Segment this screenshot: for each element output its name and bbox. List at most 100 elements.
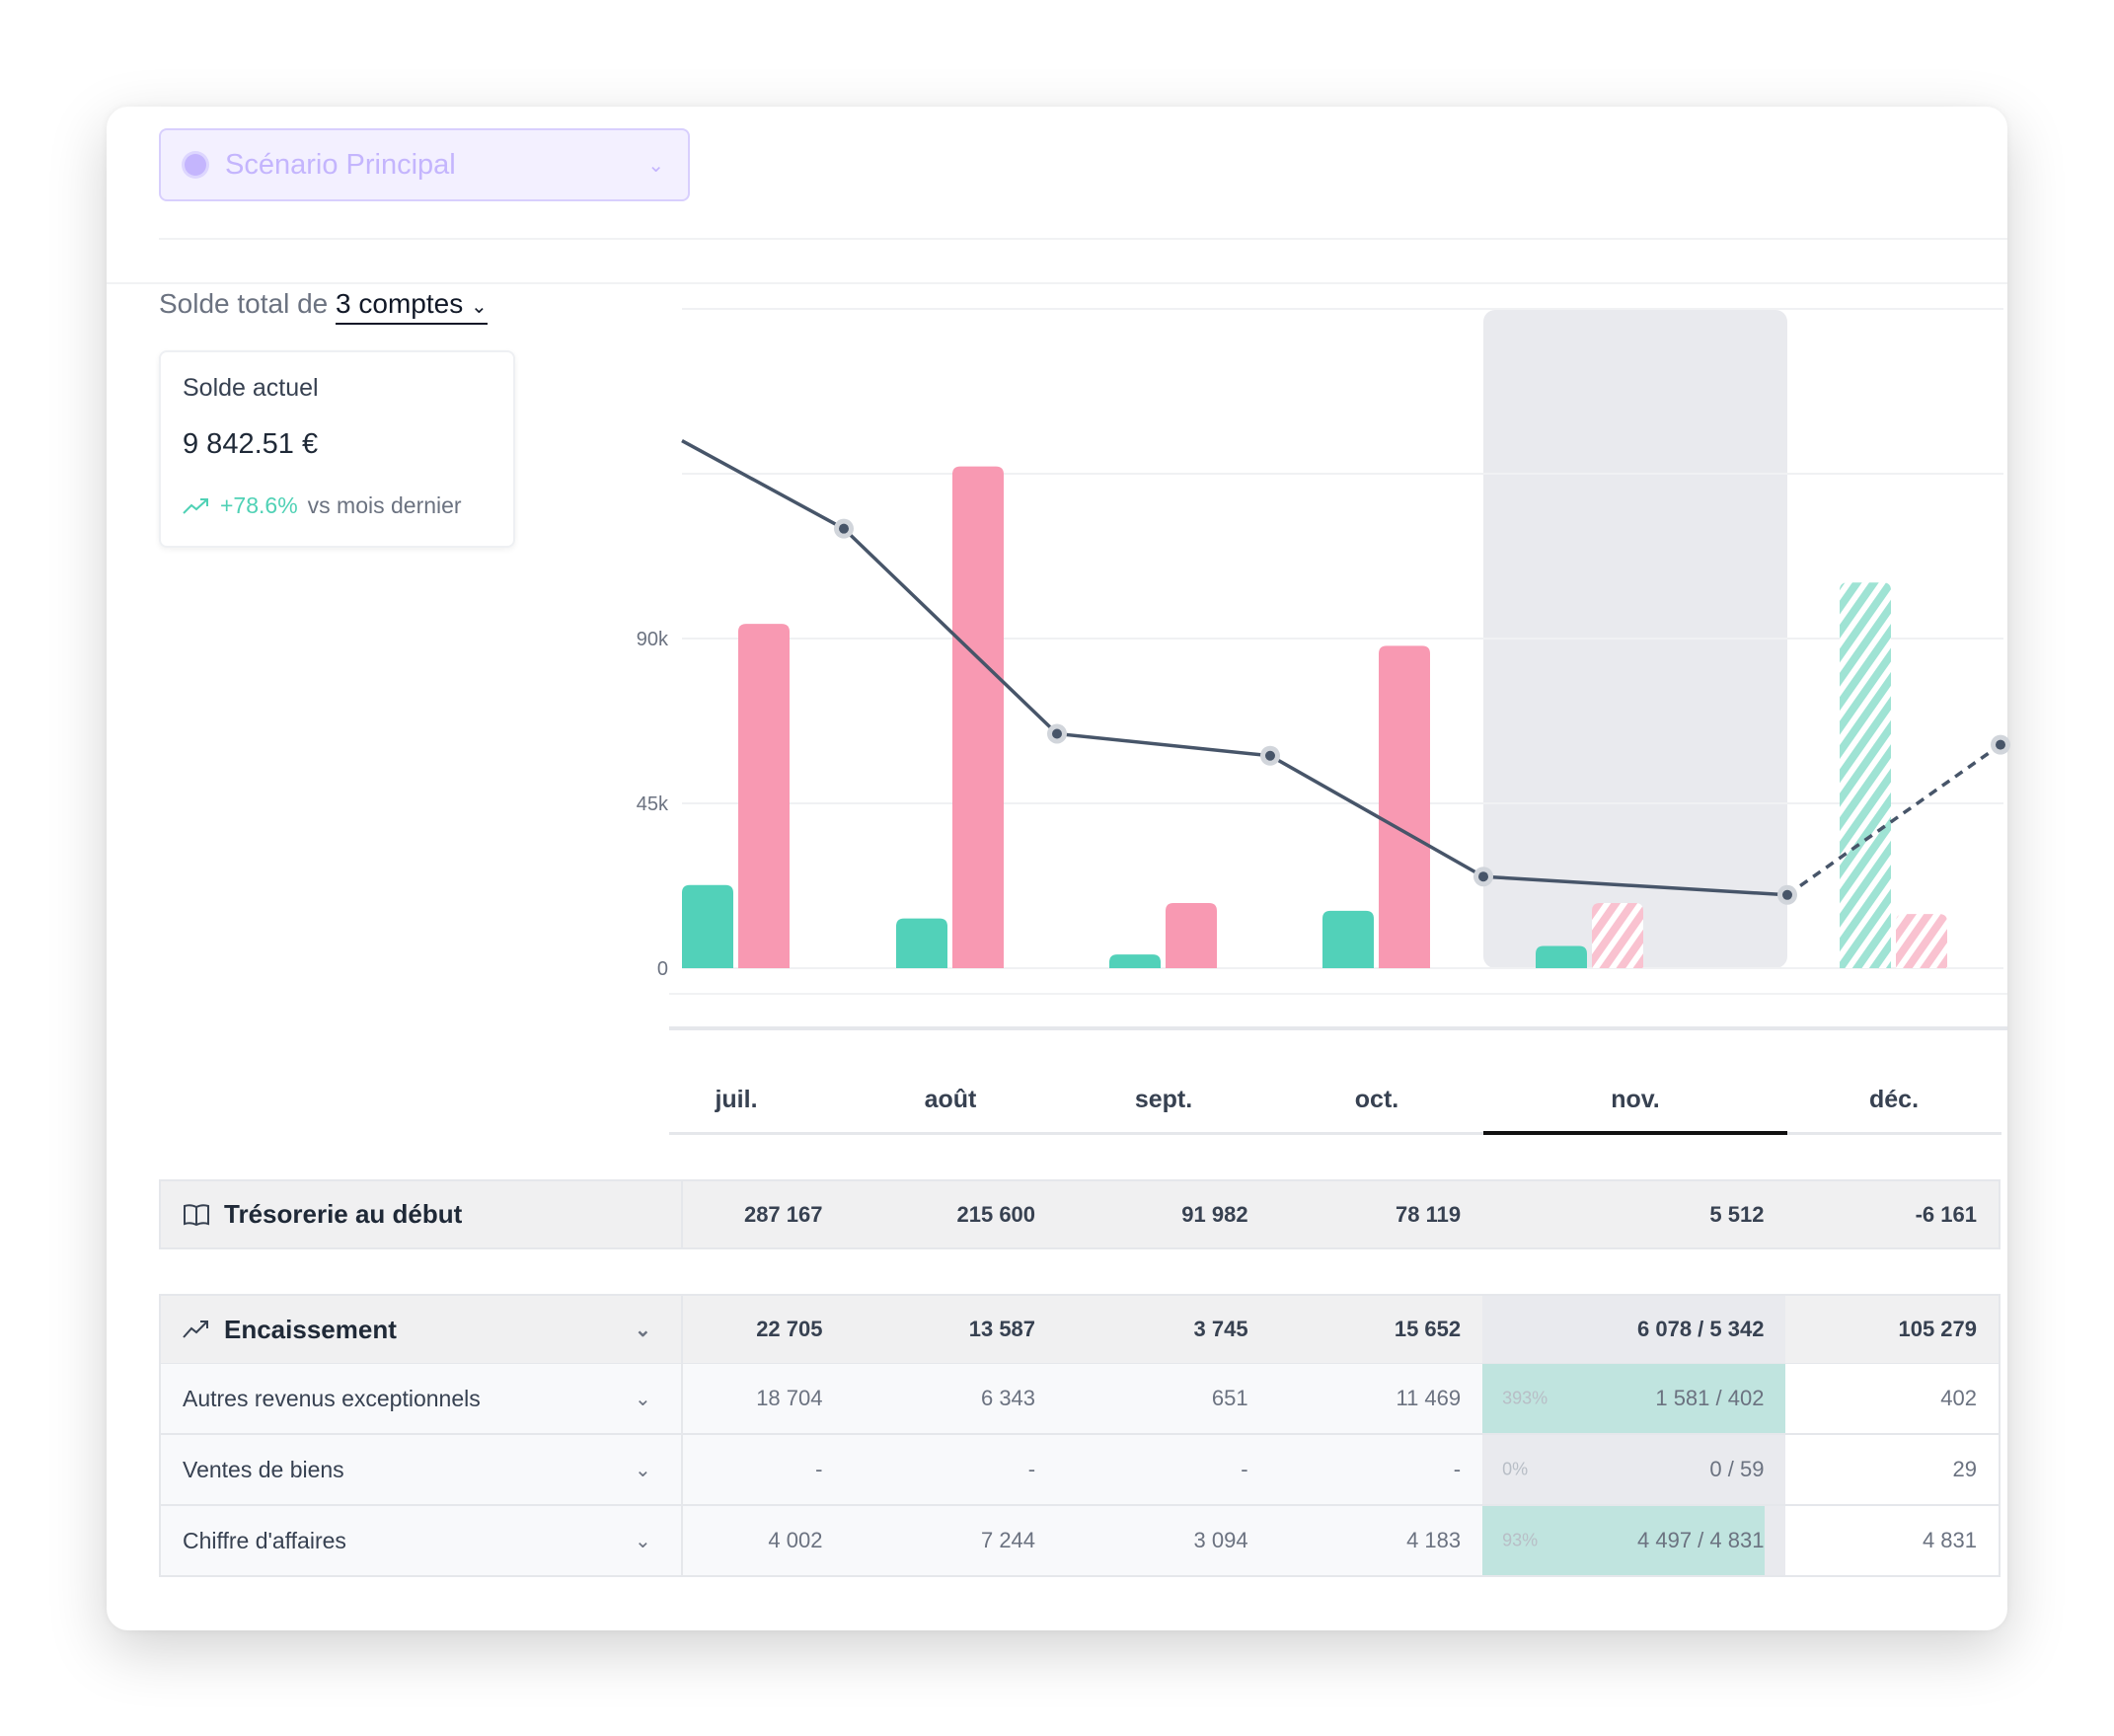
progress-fill [1482,1364,1786,1433]
current-balance-card: Solde actuel 9 842.51 € +78.6% vs mois d… [159,350,515,548]
chevron-down-icon: ⌄ [470,296,488,318]
expense-bar[interactable] [738,624,790,968]
balance-point [1265,750,1275,761]
cell-value: - [815,1457,823,1481]
cell-value: 78 119 [1396,1201,1462,1227]
y-tick-label: 0 [657,958,668,980]
cell-value: 4 002 [768,1528,823,1552]
cell-value: 11 469 [1396,1386,1462,1410]
cell-value: 402 [1940,1386,1977,1410]
cell-value: 4 497 / 4 831 [1637,1528,1765,1552]
row-label: Chiffre d'affaires [183,1527,346,1553]
row-label: Ventes de biens [183,1456,344,1482]
cell-value: 105 279 [1898,1317,1977,1341]
month-tab[interactable]: août [924,1086,977,1113]
scenario-dropdown[interactable]: Scénario Principal ⌄ [159,128,690,201]
cell-value: 4 183 [1406,1528,1462,1552]
table-row[interactable]: Autres revenus exceptionnels ⌄ 18 704 6 343… [159,1364,2001,1435]
divider [107,282,2007,284]
trending-up-icon [183,497,208,514]
month-tab[interactable]: déc. [1868,1086,1920,1113]
cell-value: 651 [1211,1386,1248,1410]
cell-value: 22 705 [756,1317,823,1341]
balance-point [839,523,849,534]
cell-value: 3 094 [1193,1528,1248,1552]
divider [669,1026,2007,1030]
cell-value: 6 343 [980,1386,1036,1410]
trending-up-icon [183,1321,208,1338]
selected-month-indicator [1483,1131,1787,1135]
cell-value: 0 / 59 [1709,1457,1765,1481]
expense-bar[interactable] [1379,645,1430,968]
income-bar[interactable] [1536,945,1587,968]
expense-bar[interactable] [1896,914,1947,968]
cell-value: 1 581 / 402 [1655,1386,1765,1410]
expense-bar[interactable] [1592,902,1643,968]
cell-value: 18 704 [756,1386,823,1410]
income-bar[interactable] [682,884,733,968]
cell-value: 13 587 [968,1317,1036,1341]
cell-value: 215 600 [956,1201,1036,1227]
row-label: Encaissement [224,1314,397,1344]
income-bar[interactable] [1322,910,1374,968]
cell-value: 287 167 [743,1201,823,1227]
cell-value: - [1027,1457,1036,1481]
expense-bar[interactable] [952,466,1004,968]
month-tab[interactable]: sept. [1134,1086,1193,1113]
cell-value: -6 161 [1915,1201,1977,1227]
balance-point [1052,728,1062,739]
balance-point [1478,871,1488,882]
cell-value: - [1241,1457,1248,1481]
balance-heading: Solde total de 3 comptes ⌄ [159,288,488,325]
month-tab[interactable]: oct. [1354,1086,1399,1113]
cell-value: - [1453,1457,1462,1481]
progress-percent: 393% [1502,1388,1548,1408]
expense-bar[interactable] [1166,902,1217,968]
book-icon [184,1203,209,1226]
cell-value: 3 745 [1193,1317,1248,1341]
cell-value: 6 078 / 5 342 [1637,1317,1765,1341]
cell-value: 29 [1952,1457,1977,1481]
balance-point [1782,889,1792,900]
table-row[interactable]: Ventes de biens ⌄ - - - - 0% 0 / 59 29 [159,1435,2001,1506]
balance-forecast-line [1785,743,2002,897]
month-tabs-track [669,1132,2001,1135]
income-bar[interactable] [1109,954,1161,968]
radio-dot-icon [185,154,206,176]
income-bar[interactable] [896,918,947,968]
progress-fill [1482,1506,1765,1575]
balance-point [1996,739,2005,750]
income-row[interactable]: Encaissement ⌄ 22 705 13 587 3 745 15 652… [159,1294,2001,1365]
progress-percent: 93% [1502,1530,1539,1550]
change-percent: +78.6% [220,492,298,518]
balance-line [681,439,1788,897]
divider [159,238,2007,240]
y-tick-label: 45k [637,793,669,815]
chevron-down-icon[interactable]: ⌄ [635,1319,651,1341]
row-label: Trésorerie au début [224,1199,463,1229]
bars-group [682,466,1947,968]
cell-value: 5 512 [1709,1201,1765,1227]
balance-prefix: Solde total de [159,288,329,319]
chevron-down-icon: ⌄ [647,154,664,177]
income-bar[interactable] [1840,582,1891,968]
chevron-down-icon[interactable]: ⌄ [635,1388,651,1410]
table-row[interactable]: Chiffre d'affaires ⌄ 4 002 7 244 3 094 4 183 9… [159,1506,2001,1577]
chevron-down-icon[interactable]: ⌄ [635,1459,651,1481]
opening-balance-row: Trésorerie au début 287 167 215 600 91 9… [159,1179,2001,1249]
scenario-label: Scénario Principal [225,148,456,181]
month-tab[interactable]: nov. [1611,1086,1660,1113]
row-label: Autres revenus exceptionnels [183,1385,481,1411]
accounts-label: 3 comptes [336,288,464,319]
divider [669,993,2007,995]
change-suffix: vs mois dernier [307,492,462,518]
chevron-down-icon[interactable]: ⌄ [635,1530,651,1552]
cell-value: 15 652 [1394,1317,1462,1341]
balance-value: 9 842.51 € [183,428,319,460]
card-title: Solde actuel [183,374,319,402]
progress-percent: 0% [1502,1459,1529,1479]
accounts-selector[interactable]: 3 comptes ⌄ [336,288,488,325]
month-tab[interactable]: juil. [715,1086,758,1113]
cell-value: 7 244 [980,1528,1036,1552]
